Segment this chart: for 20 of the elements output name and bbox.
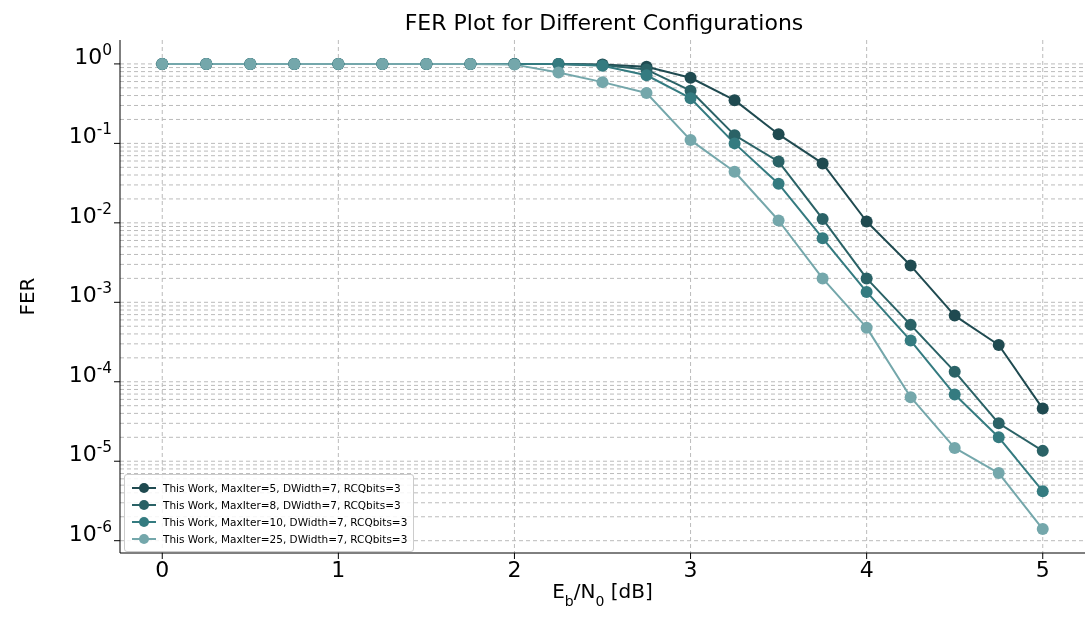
x-tick-label: 2 bbox=[507, 556, 522, 582]
y-tick-label: 10$^{0}$ bbox=[74, 40, 112, 69]
x-tick-label: 1 bbox=[331, 556, 346, 582]
y-tick-label: 10$^{-5}$ bbox=[68, 438, 112, 467]
x-tick-label: 0 bbox=[155, 556, 170, 582]
legend-label: This Work, MaxIter=10, DWidth=7, RCQbits=3 bbox=[163, 515, 408, 528]
legend-label: This Work, MaxIter=25, DWidth=7, RCQbits=3 bbox=[163, 532, 408, 545]
y-tick-label: 10$^{-6}$ bbox=[68, 517, 112, 546]
y-axis-title: FER bbox=[15, 277, 39, 316]
y-tick-label: 10$^{-1}$ bbox=[68, 120, 112, 149]
x-tick-label: 3 bbox=[683, 556, 698, 582]
x-tick-label: 5 bbox=[1035, 556, 1050, 582]
y-tick-label: 10$^{-2}$ bbox=[68, 199, 112, 228]
legend-label: This Work, MaxIter=5, DWidth=7, RCQbits=3 bbox=[163, 481, 401, 494]
x-axis-title: E$_{b}$/N$_{0}$ [dB] bbox=[552, 579, 653, 609]
legend-label: This Work, MaxIter=8, DWidth=7, RCQbits=3 bbox=[163, 498, 401, 511]
chart-title: FER Plot for Different Configurations bbox=[403, 10, 805, 35]
y-tick-label: 10$^{-3}$ bbox=[68, 279, 112, 308]
y-tick-label: 10$^{-4}$ bbox=[68, 358, 112, 387]
x-tick-label: 4 bbox=[859, 556, 874, 582]
